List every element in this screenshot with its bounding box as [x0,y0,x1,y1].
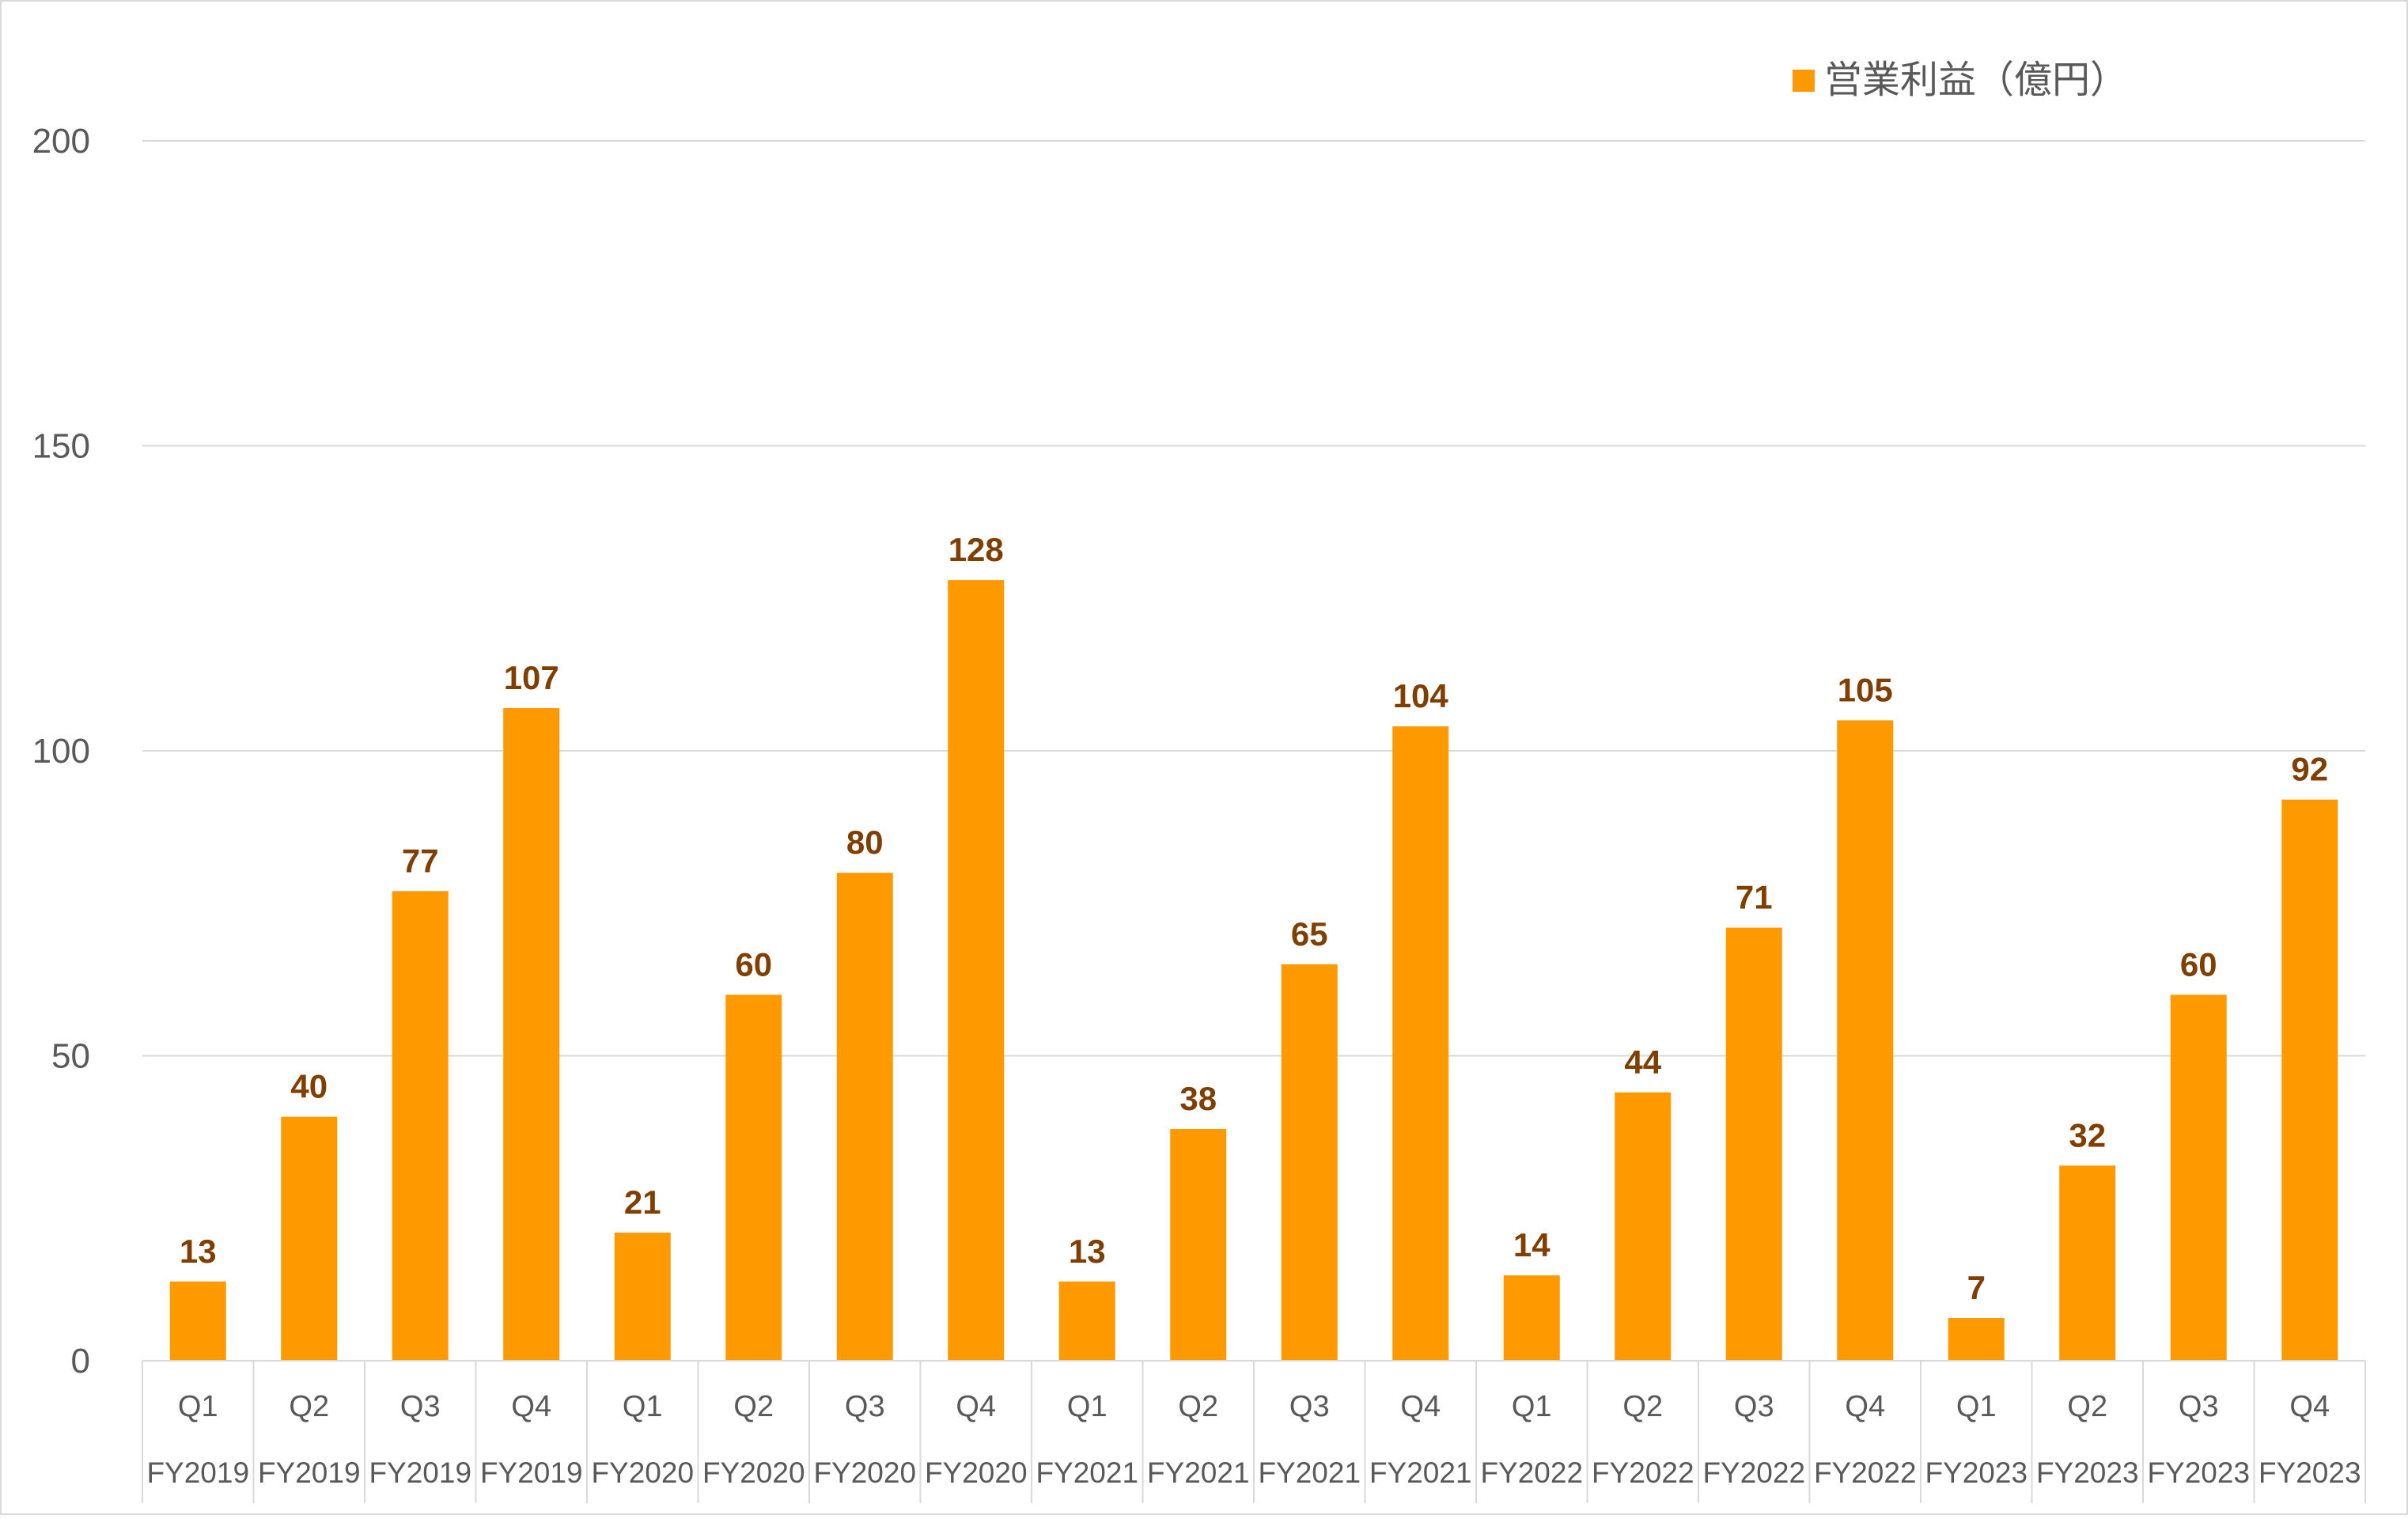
bar [503,708,560,1361]
y-tick-label: 200 [32,122,90,161]
x-tick-label-quarter: Q4 [1400,1390,1441,1423]
bar [1281,964,1338,1361]
bar [1837,720,1894,1361]
x-tick-label-fiscal-year: FY2019 [480,1456,583,1489]
legend-swatch [1793,70,1815,92]
bar [725,994,782,1361]
y-tick-label: 0 [71,1342,90,1381]
x-tick-label-fiscal-year: FY2022 [1702,1456,1805,1489]
x-tick-label-quarter: Q4 [511,1390,551,1423]
bar [1503,1275,1560,1361]
bars [169,580,2338,1361]
bar [1392,726,1449,1361]
data-label: 104 [1393,677,1449,714]
x-tick-label-fiscal-year: FY2019 [258,1456,361,1489]
bar [1948,1318,2005,1361]
x-tick-label-quarter: Q1 [178,1390,218,1423]
bar [169,1281,226,1361]
x-tick-label-quarter: Q1 [1067,1390,1107,1423]
x-tick-label-fiscal-year: FY2023 [2036,1456,2139,1489]
data-label: 107 [504,659,559,696]
data-label: 40 [290,1068,328,1105]
data-label: 80 [846,824,884,861]
x-tick-label-quarter: Q3 [1734,1390,1774,1423]
bar [614,1233,671,1361]
x-axis: Q1 FY2019 Q2 FY2019 Q3 FY2019 Q4 FY2019 Q1 FY2020… [142,1360,2366,1503]
data-label: 92 [2291,751,2328,788]
data-label: 13 [180,1233,217,1270]
y-tick-label: 150 [32,427,90,466]
x-tick-label-fiscal-year: FY2019 [369,1456,471,1489]
x-tick-label-quarter: Q2 [289,1390,329,1423]
x-tick-label-quarter: Q1 [623,1390,663,1423]
x-tick-label-quarter: Q1 [1512,1390,1552,1423]
x-tick-label-quarter: Q3 [2179,1390,2219,1423]
data-label: 21 [624,1184,661,1221]
x-tick-label-fiscal-year: FY2023 [1925,1456,2027,1489]
x-tick-label-fiscal-year: FY2021 [1369,1456,1472,1489]
y-axis-tick-labels: 0 50 100 150 200 [32,122,90,1381]
x-tick-label-fiscal-year: FY2020 [702,1456,805,1489]
legend-label: 営業利益（億円） [1824,59,2128,101]
data-label: 60 [2180,945,2217,983]
x-tick-label-fiscal-year: FY2022 [1814,1456,1917,1489]
x-tick-label-quarter: Q3 [1289,1390,1330,1423]
legend: 営業利益（億円） [1793,59,2128,101]
x-tick-label-quarter: Q4 [2289,1390,2330,1423]
data-labels: 13 40 77 107 21 60 80 128 13 38 65 104 14 44 71 105 7 32 6… [180,531,2328,1306]
x-tick-label-quarter: Q3 [400,1390,441,1423]
x-tick-label-quarter: Q2 [733,1390,774,1423]
x-tick-label-fiscal-year: FY2021 [1258,1456,1361,1489]
y-tick-label: 100 [32,732,90,771]
bar [2281,799,2338,1361]
x-tick-label-quarter: Q4 [956,1390,996,1423]
x-tick-label-quarter: Q3 [845,1390,885,1423]
data-label: 14 [1513,1226,1550,1263]
data-label: 71 [1736,879,1773,916]
bar [281,1116,338,1361]
bar [1615,1092,1672,1361]
data-label: 44 [1624,1044,1661,1081]
x-tick-label-fiscal-year: FY2019 [146,1456,249,1489]
data-label: 38 [1179,1080,1217,1117]
bar [836,873,893,1361]
data-label: 60 [735,945,772,983]
data-label: 65 [1291,915,1328,953]
x-tick-label-fiscal-year: FY2022 [1592,1456,1694,1489]
bar [2170,994,2227,1361]
x-tick-label-fiscal-year: FY2023 [2147,1456,2250,1489]
x-tick-label-quarter: Q2 [2067,1390,2107,1423]
data-label: 105 [1838,671,1893,708]
data-label: 7 [1967,1269,1986,1306]
bar [1725,927,1782,1361]
bar [948,580,1005,1361]
data-label: 32 [2069,1116,2106,1153]
bar [392,891,449,1361]
x-tick-label-quarter: Q1 [1956,1390,1997,1423]
bar [2059,1165,2116,1361]
x-tick-label-fiscal-year: FY2020 [591,1456,694,1489]
x-tick-label-fiscal-year: FY2021 [1036,1456,1138,1489]
data-label: 128 [948,531,1004,568]
x-tick-label-quarter: Q2 [1178,1390,1218,1423]
x-tick-label-fiscal-year: FY2023 [2258,1456,2361,1489]
y-tick-label: 50 [51,1037,90,1076]
data-label: 13 [1069,1233,1106,1270]
x-tick-label-fiscal-year: FY2022 [1480,1456,1583,1489]
x-tick-label-quarter: Q4 [1845,1390,1885,1423]
bar [1058,1281,1115,1361]
bar [1170,1129,1227,1361]
x-tick-label-fiscal-year: FY2020 [925,1456,1028,1489]
data-label: 77 [402,842,439,879]
x-tick-label-quarter: Q2 [1622,1390,1663,1423]
x-tick-label-fiscal-year: FY2021 [1147,1456,1250,1489]
x-tick-label-fiscal-year: FY2020 [813,1456,916,1489]
